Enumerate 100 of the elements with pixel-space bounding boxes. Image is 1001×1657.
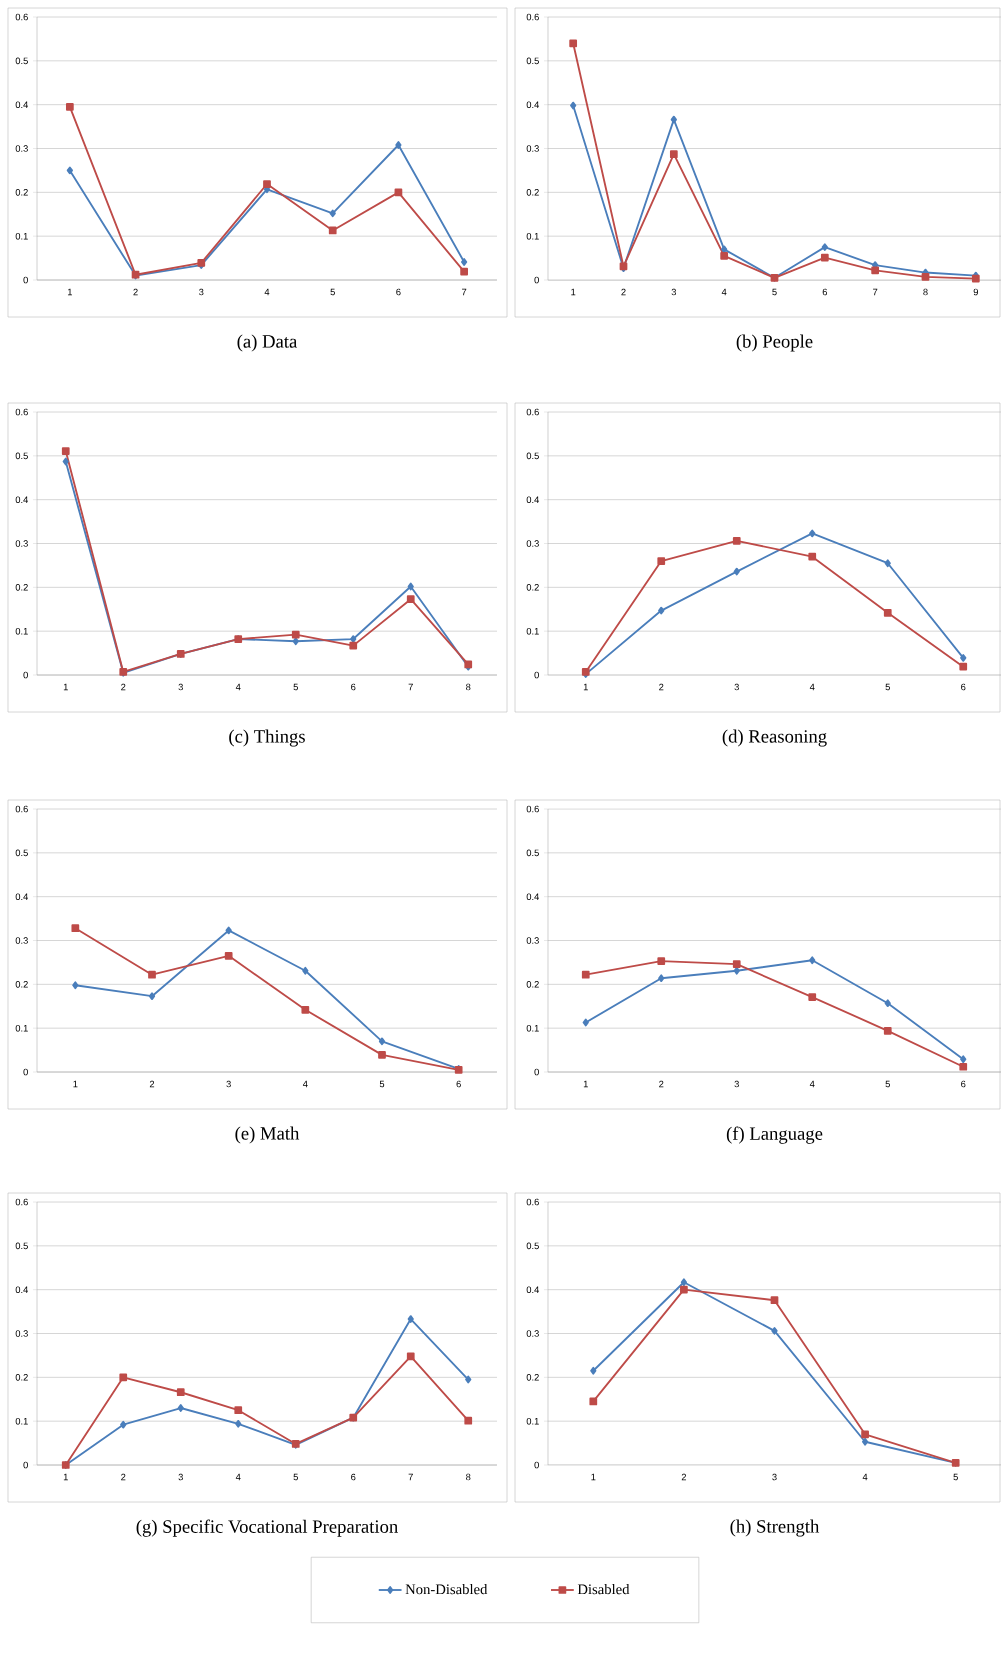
y-tick-label: 0.1	[526, 1024, 539, 1032]
x-tick-label: 1	[591, 1473, 596, 1481]
x-tick-label: 5	[885, 1080, 890, 1088]
x-tick-label: 1	[67, 288, 72, 296]
x-tick-label: 3	[178, 683, 183, 691]
x-tick-label: 1	[583, 683, 588, 691]
x-tick-label: 2	[681, 1473, 686, 1481]
text: (g) Specific Vocational Preparation	[136, 1519, 398, 1537]
y-tick-label: 0	[23, 671, 28, 679]
y-tick-label: 0.1	[15, 232, 28, 240]
x-tick-label: 2	[658, 683, 664, 691]
x-tick-label: 8	[465, 1473, 471, 1481]
legend-label: Disabled	[577, 1583, 630, 1595]
x-tick-label: 6	[822, 288, 827, 296]
y-tick-label: 0.4	[15, 893, 28, 900]
y-tick-label: 0.1	[15, 1024, 28, 1032]
y-tick-label: 0.3	[526, 1330, 539, 1337]
x-tick-label: 1	[63, 683, 68, 691]
x-tick-label: 2	[120, 1473, 126, 1481]
y-tick-label: 0.5	[526, 849, 539, 857]
x-tick-label: 6	[351, 1473, 356, 1481]
y-tick-label: 0.2	[15, 584, 28, 591]
x-tick-label: 8	[923, 288, 928, 296]
x-tick-label: 5	[293, 683, 298, 691]
y-tick-label: 0.4	[15, 101, 28, 108]
y-tick-label: 0.6	[526, 13, 539, 21]
y-tick-label: 0.2	[15, 1374, 28, 1381]
y-tick-label: 0.2	[15, 189, 28, 196]
y-tick-label: 0	[534, 671, 539, 679]
x-tick-label: 7	[461, 288, 467, 296]
x-tick-label: 1	[63, 1473, 68, 1481]
x-tick-label: 4	[235, 1473, 241, 1481]
y-tick-label: 0.5	[526, 1242, 539, 1250]
y-tick-label: 0.6	[15, 408, 28, 416]
x-tick-label: 1	[583, 1080, 588, 1088]
y-tick-label: 0.5	[15, 57, 28, 65]
text: (e) Math	[235, 1126, 300, 1144]
y-tick-label: 0	[23, 276, 28, 284]
x-tick-label: 2	[658, 1080, 664, 1088]
x-tick-label: 4	[809, 1080, 815, 1088]
y-tick-label: 0	[23, 1068, 28, 1076]
x-tick-label: 4	[235, 683, 241, 691]
x-tick-label: 3	[772, 1473, 777, 1481]
y-tick-label: 0.3	[526, 540, 539, 547]
x-tick-label: 3	[178, 1473, 183, 1481]
y-tick-label: 0.1	[15, 1417, 28, 1425]
legend-label: Non-Disabled	[405, 1583, 488, 1595]
y-tick-label: 0.4	[526, 1286, 539, 1293]
x-tick-label: 3	[226, 1080, 231, 1088]
y-tick-label: 0.6	[526, 1198, 539, 1206]
x-tick-label: 1	[73, 1080, 78, 1088]
y-tick-label: 0.5	[15, 849, 28, 857]
x-tick-label: 2	[149, 1080, 155, 1088]
x-tick-label: 6	[961, 1080, 966, 1088]
y-tick-label: 0.2	[15, 981, 28, 988]
x-tick-label: 8	[465, 683, 471, 691]
y-tick-label: 0	[534, 1068, 539, 1076]
x-tick-label: 6	[961, 683, 966, 691]
x-tick-label: 3	[734, 683, 739, 691]
y-tick-label: 0.5	[526, 57, 539, 65]
y-tick-label: 0.5	[15, 1242, 28, 1250]
x-tick-label: 1	[571, 288, 576, 296]
text: (c) Things	[229, 729, 305, 747]
x-tick-label: 2	[621, 288, 626, 296]
y-tick-label: 0.3	[15, 540, 28, 547]
x-tick-label: 4	[264, 288, 270, 296]
x-tick-label: 6	[396, 288, 401, 296]
y-tick-label: 0.4	[526, 496, 539, 503]
y-tick-label: 0.2	[526, 981, 539, 988]
y-tick-label: 0.6	[15, 805, 28, 813]
y-tick-label: 0.1	[526, 1417, 539, 1425]
x-tick-label: 5	[953, 1473, 958, 1481]
x-tick-label: 9	[973, 288, 978, 296]
x-tick-label: 7	[408, 1473, 413, 1481]
x-tick-label: 5	[885, 683, 890, 691]
x-tick-label: 3	[671, 288, 676, 296]
x-tick-label: 7	[408, 683, 413, 691]
text: (d) Reasoning	[722, 729, 827, 747]
x-tick-label: 7	[872, 288, 878, 296]
text: (f) Language	[726, 1126, 823, 1144]
x-tick-label: 4	[809, 683, 815, 691]
y-tick-label: 0.5	[15, 452, 28, 460]
y-tick-label: 0	[534, 276, 539, 284]
x-tick-label: 5	[772, 288, 777, 296]
y-tick-label: 0.3	[15, 937, 28, 944]
x-tick-label: 3	[734, 1080, 739, 1088]
x-tick-label: 5	[330, 288, 335, 296]
y-tick-label: 0.1	[15, 627, 28, 635]
y-tick-label: 0.3	[526, 937, 539, 944]
y-tick-label: 0.6	[526, 408, 539, 416]
x-tick-label: 4	[862, 1473, 868, 1481]
y-tick-label: 0	[23, 1461, 28, 1469]
x-tick-label: 3	[198, 288, 204, 296]
y-tick-label: 0.5	[526, 452, 539, 460]
x-tick-label: 5	[293, 1473, 298, 1481]
y-tick-label: 0.4	[526, 893, 539, 900]
x-tick-label: 5	[379, 1080, 385, 1088]
y-tick-label: 0.4	[15, 496, 28, 503]
text: (h) Strength	[730, 1519, 819, 1537]
y-tick-label: 0	[534, 1461, 539, 1469]
